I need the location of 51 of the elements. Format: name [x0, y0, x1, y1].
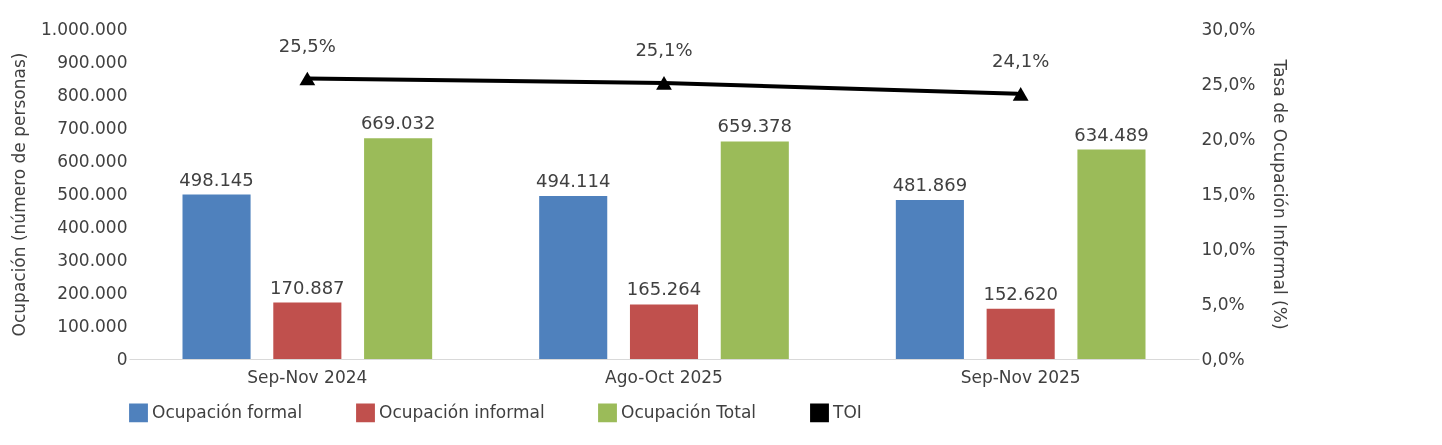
point: [1012, 87, 1029, 101]
data-label: 498.145: [179, 168, 254, 190]
data-label: 25,1%: [635, 38, 693, 60]
y-tick-label: 0: [116, 348, 128, 369]
y2-tick-label: 10,0%: [1201, 238, 1256, 259]
y2-tick-label: 0,0%: [1201, 348, 1245, 369]
bar: [364, 138, 433, 359]
bar: [895, 199, 964, 359]
data-label: 659.378: [717, 115, 793, 137]
bar: [986, 308, 1055, 359]
y-tick-label: 600.000: [57, 150, 128, 171]
bar: [182, 194, 251, 359]
x-tick-label: Sep-Nov 2024: [247, 366, 368, 387]
legend-label: Ocupación Total: [621, 401, 757, 422]
data-label: 634.489: [1074, 123, 1149, 145]
y-tick-label: 100.000: [57, 315, 128, 336]
y-axis-title: Ocupación (número de personas): [8, 52, 29, 337]
y2-tick-label: 20,0%: [1201, 128, 1256, 149]
data-label: 481.869: [892, 173, 968, 195]
y-tick-label: 900.000: [57, 51, 128, 72]
y-tick-label: 700.000: [57, 117, 128, 138]
bar: [273, 302, 342, 359]
x-tick-label: Sep-Nov 2025: [960, 366, 1081, 387]
y-tick-label: 800.000: [57, 84, 128, 105]
point: [656, 76, 672, 90]
point: [299, 71, 316, 86]
data-label: 24,1%: [992, 49, 1050, 71]
data-label: 494.114: [535, 169, 611, 191]
y2-axis-title: Tasa de Ocupación Informal (%): [1269, 58, 1290, 330]
data-label: 152.620: [983, 282, 1058, 304]
y-tick-label: 200.000: [57, 282, 128, 303]
legend-label: Ocupación informal: [379, 401, 545, 422]
legend-label: TOI: [832, 401, 862, 422]
legend-label: Ocupación formal: [152, 401, 303, 422]
data-label: 170.887: [270, 276, 345, 298]
bar: [629, 304, 699, 359]
data-label: 165.264: [626, 278, 702, 300]
data-label: 25,5%: [278, 34, 336, 56]
y2-tick-label: 25,0%: [1201, 73, 1256, 94]
bar: [720, 141, 789, 359]
y2-tick-label: 5,0%: [1201, 293, 1245, 314]
bar: [1077, 149, 1146, 359]
y-tick-label: 300.000: [57, 249, 128, 270]
y2-tick-label: 30,0%: [1201, 18, 1256, 39]
bar: [539, 195, 608, 359]
y-tick-label: 500.000: [57, 183, 128, 204]
y-tick-label: 1.000.000: [40, 18, 128, 39]
y-tick-label: 400.000: [57, 216, 128, 237]
data-label: 669.032: [360, 112, 436, 134]
x-tick-label: Ago-Oct 2025: [605, 366, 723, 387]
y2-tick-label: 15,0%: [1201, 183, 1256, 204]
